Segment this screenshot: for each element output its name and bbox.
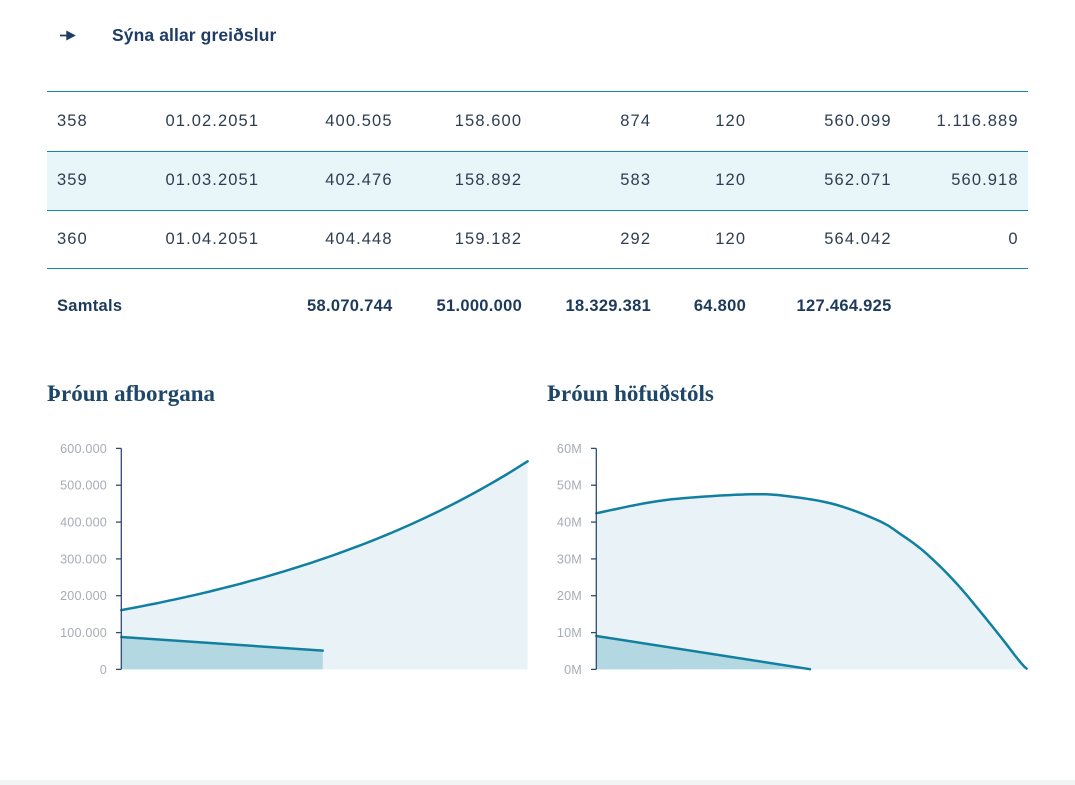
svg-text:50M: 50M [557,479,582,493]
svg-text:30M: 30M [557,552,582,566]
svg-text:10M: 10M [557,626,582,640]
svg-text:300.000: 300.000 [60,552,107,566]
svg-text:500.000: 500.000 [60,479,107,493]
svg-text:0: 0 [100,663,107,677]
svg-text:20M: 20M [557,589,582,603]
svg-text:400.000: 400.000 [60,516,107,530]
svg-text:40M: 40M [557,516,582,530]
svg-text:100.000: 100.000 [60,626,107,640]
svg-text:200.000: 200.000 [60,589,107,603]
svg-text:0M: 0M [564,663,582,677]
svg-text:60M: 60M [557,442,582,456]
svg-text:600.000: 600.000 [60,442,107,456]
